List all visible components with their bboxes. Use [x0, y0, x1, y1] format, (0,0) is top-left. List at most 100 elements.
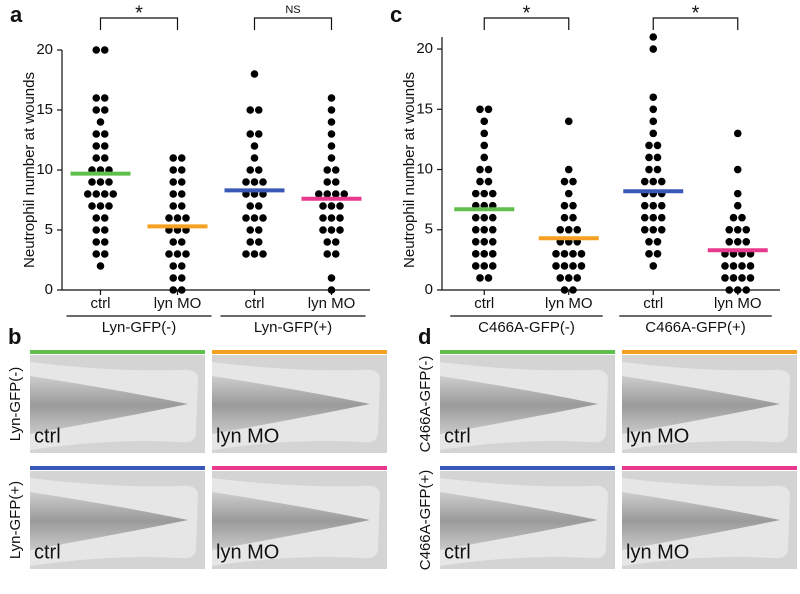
data-dot	[733, 238, 742, 246]
data-dot	[729, 262, 738, 270]
data-dot	[96, 178, 105, 186]
data-dot	[640, 213, 649, 222]
data-dot	[242, 214, 250, 222]
y-tick-label: 10	[416, 160, 433, 177]
data-dot	[169, 178, 178, 186]
data-dot	[165, 214, 173, 222]
data-dot	[92, 238, 101, 246]
data-dot	[564, 225, 573, 234]
data-dot	[733, 201, 742, 210]
data-dot	[733, 165, 742, 174]
data-dot	[331, 238, 340, 246]
data-dot	[323, 178, 332, 186]
data-dot	[169, 202, 178, 210]
data-dot	[556, 274, 565, 282]
significance-bracket	[253, 17, 333, 30]
data-dot	[738, 213, 746, 222]
data-dot	[742, 225, 751, 234]
data-dot	[645, 165, 653, 174]
data-dot	[657, 201, 666, 210]
data-dot	[564, 189, 573, 198]
data-dot	[259, 250, 267, 258]
data-dot	[177, 154, 186, 162]
data-dot	[649, 33, 658, 41]
data-dot	[100, 154, 109, 162]
data-dot	[471, 189, 480, 198]
data-dot	[476, 177, 484, 186]
fish-body-image	[30, 376, 188, 434]
data-dot	[100, 142, 109, 150]
data-dot	[88, 178, 96, 186]
data-dot	[738, 274, 746, 282]
data-dot	[88, 202, 96, 210]
data-dot	[182, 214, 190, 222]
data-dot	[488, 262, 497, 270]
image-caption: lyn MO	[216, 541, 279, 563]
data-dot	[649, 225, 658, 234]
y-tick-label: 15	[416, 100, 433, 117]
y-tick-label: 20	[416, 40, 433, 57]
data-dot	[645, 250, 653, 258]
data-dot	[169, 286, 178, 294]
data-dot	[177, 202, 186, 210]
color-bar	[212, 350, 387, 354]
data-dot	[480, 189, 489, 198]
data-dot	[480, 129, 489, 138]
data-dot	[480, 153, 489, 162]
y-tick-label: 0	[425, 281, 433, 298]
data-dot	[488, 189, 497, 198]
data-dot	[645, 141, 653, 150]
data-dot	[165, 250, 173, 258]
data-dot	[721, 262, 729, 270]
fish-body-image	[622, 376, 780, 434]
data-dot	[573, 225, 582, 234]
data-dot	[100, 106, 109, 114]
data-dot	[649, 213, 658, 222]
data-dot	[560, 250, 569, 258]
data-dot	[480, 262, 489, 270]
significance-bracket	[483, 17, 570, 30]
data-dot	[484, 165, 493, 174]
data-dot	[254, 166, 263, 174]
data-dot	[182, 250, 190, 258]
color-bar	[30, 350, 205, 354]
data-dot	[738, 262, 746, 270]
data-dot	[100, 226, 109, 234]
data-dot	[327, 118, 336, 126]
data-dot	[242, 178, 250, 186]
data-dot	[250, 154, 259, 162]
data-dot	[323, 166, 332, 174]
data-dot	[640, 201, 649, 210]
y-tick-label: 15	[36, 101, 53, 118]
data-dot	[169, 190, 178, 198]
data-dot	[177, 238, 186, 246]
data-dot	[254, 226, 263, 234]
y-tick-label: 0	[45, 281, 53, 298]
color-bar	[212, 466, 387, 470]
data-dot	[92, 46, 101, 54]
data-dot	[109, 190, 118, 198]
data-dot	[742, 286, 751, 294]
data-dot	[246, 226, 255, 234]
data-dot	[83, 190, 92, 198]
data-dot	[657, 225, 666, 234]
significance-label: *	[523, 2, 531, 24]
image-caption: ctrl	[34, 541, 61, 563]
data-dot	[173, 214, 182, 222]
data-dot	[242, 250, 250, 258]
y-axis-label: Neutrophil number at wounds	[21, 72, 38, 268]
data-dot	[319, 202, 327, 210]
data-dot	[250, 142, 259, 150]
data-dot	[331, 190, 340, 198]
row-label: Lyn-GFP(+)	[7, 481, 24, 559]
row-label: C466A-GFP(+)	[417, 470, 434, 570]
data-dot	[331, 178, 340, 186]
x-tick-label: ctrl	[245, 295, 265, 312]
data-dot	[340, 190, 349, 198]
significance-bracket	[99, 17, 179, 30]
data-dot	[645, 238, 653, 246]
data-dot	[323, 250, 332, 258]
data-dot	[480, 141, 489, 150]
data-dot	[564, 117, 573, 126]
data-dot	[177, 166, 186, 174]
